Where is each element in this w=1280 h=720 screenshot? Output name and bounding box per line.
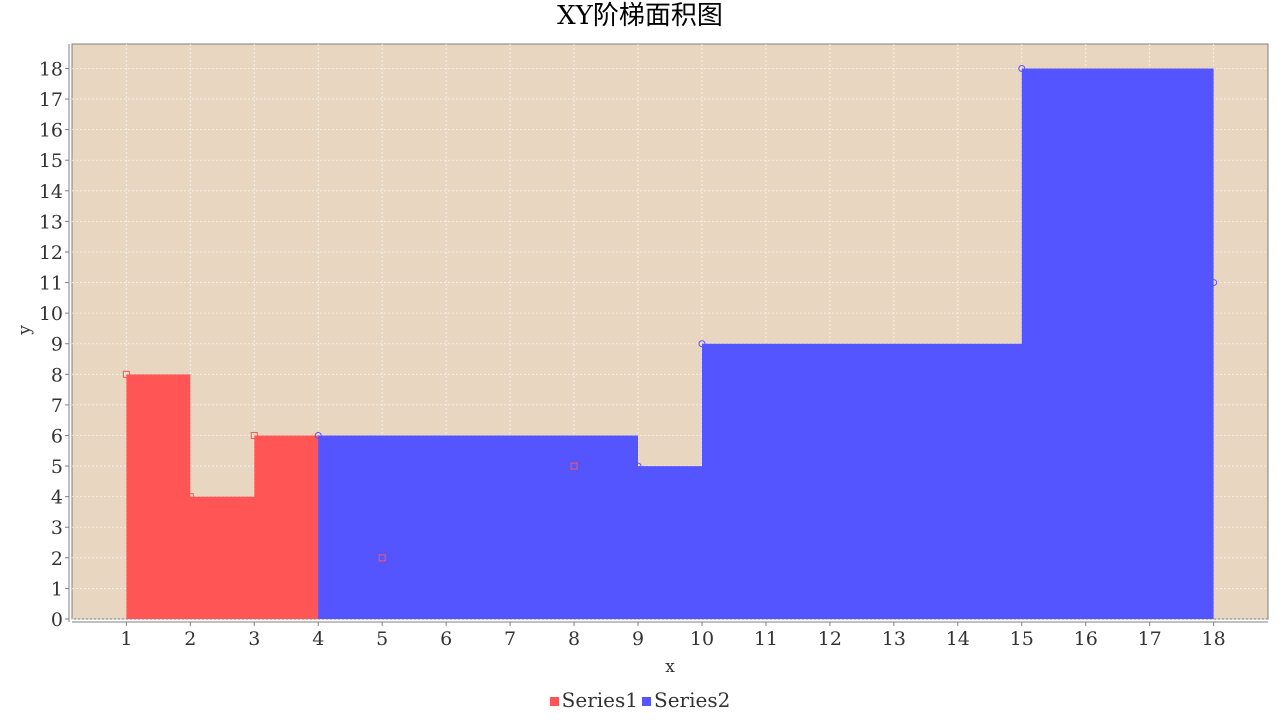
legend-label: Series2 (654, 688, 731, 712)
series-area-2 (318, 68, 1214, 620)
y-tick-label: 6 (51, 425, 63, 447)
x-tick-label: 15 (1010, 628, 1034, 650)
legend-label: Series1 (561, 688, 638, 712)
x-tick-label: 7 (504, 628, 516, 650)
y-axis-label: y (15, 325, 35, 336)
series-areas (126, 68, 1214, 620)
x-tick-label: 3 (248, 628, 260, 650)
data-point-series1 (250, 431, 258, 439)
y-tick-label: 0 (51, 609, 63, 631)
y-tick-label: 5 (51, 456, 63, 478)
y-tick-label: 10 (39, 303, 63, 325)
y-tick-label: 9 (51, 334, 63, 356)
legend-item-2: Series2 (642, 688, 730, 712)
legend-swatch (549, 697, 559, 706)
x-tick-label: 14 (946, 628, 970, 650)
x-tick-label: 5 (376, 628, 388, 650)
x-tick-label: 10 (690, 628, 714, 650)
x-tick-label: 6 (440, 628, 452, 650)
chart-title: XY阶梯面积图 (557, 1, 723, 31)
x-axis-label: x (665, 657, 675, 677)
y-tick-label: 7 (51, 395, 63, 417)
y-tick-label: 3 (51, 517, 63, 539)
data-point-series2 (1018, 64, 1026, 72)
data-point-series2 (634, 462, 642, 470)
y-tick-label: 15 (39, 150, 63, 172)
y-tick-label: 11 (39, 273, 63, 295)
data-point-series1 (122, 370, 130, 378)
y-tick-label: 2 (51, 548, 63, 570)
y-tick-label: 1 (51, 578, 63, 600)
y-tick-label: 13 (39, 211, 63, 233)
y-tick-label: 12 (39, 242, 63, 264)
x-tick-label: 1 (120, 628, 132, 650)
data-point-series1 (378, 554, 386, 562)
chart-canvas: 1 2 3 4 5 6 7 8 9 10 11 12 13 14 15 16 17 180123456789101… (15, 43, 1269, 677)
y-tick-label: 18 (39, 58, 63, 80)
data-point-series1 (570, 462, 578, 470)
y-tick-label: 4 (51, 487, 63, 509)
x-tick-label: 13 (882, 628, 906, 650)
data-point-series2 (698, 340, 706, 348)
legend-item-1: Series1 (549, 688, 638, 712)
x-tick-label: 16 (1074, 628, 1098, 650)
y-tick-label: 16 (39, 120, 63, 142)
data-point-series2 (1210, 279, 1218, 287)
x-tick-label: 2 (184, 628, 196, 650)
x-tick-label: 8 (568, 628, 580, 650)
legend: Series1 Series2 (0, 688, 1280, 712)
y-tick-label: 8 (51, 364, 63, 386)
data-point-series2 (314, 431, 322, 439)
data-point-series1 (186, 493, 194, 501)
x-tick-label: 12 (818, 628, 842, 650)
y-tick-label: 14 (39, 181, 63, 203)
x-tick-label: 18 (1202, 628, 1226, 650)
y-tick-label: 17 (39, 89, 63, 111)
axes: 1 2 3 4 5 6 7 8 9 10 11 12 13 14 15 16 17 180123456789101… (39, 44, 1268, 650)
x-tick-label: 4 (312, 628, 324, 650)
x-tick-label: 9 (632, 628, 644, 650)
x-tick-label: 11 (754, 628, 778, 650)
x-tick-label: 17 (1138, 628, 1162, 650)
legend-swatch (642, 697, 651, 706)
series-markers (122, 64, 1218, 562)
